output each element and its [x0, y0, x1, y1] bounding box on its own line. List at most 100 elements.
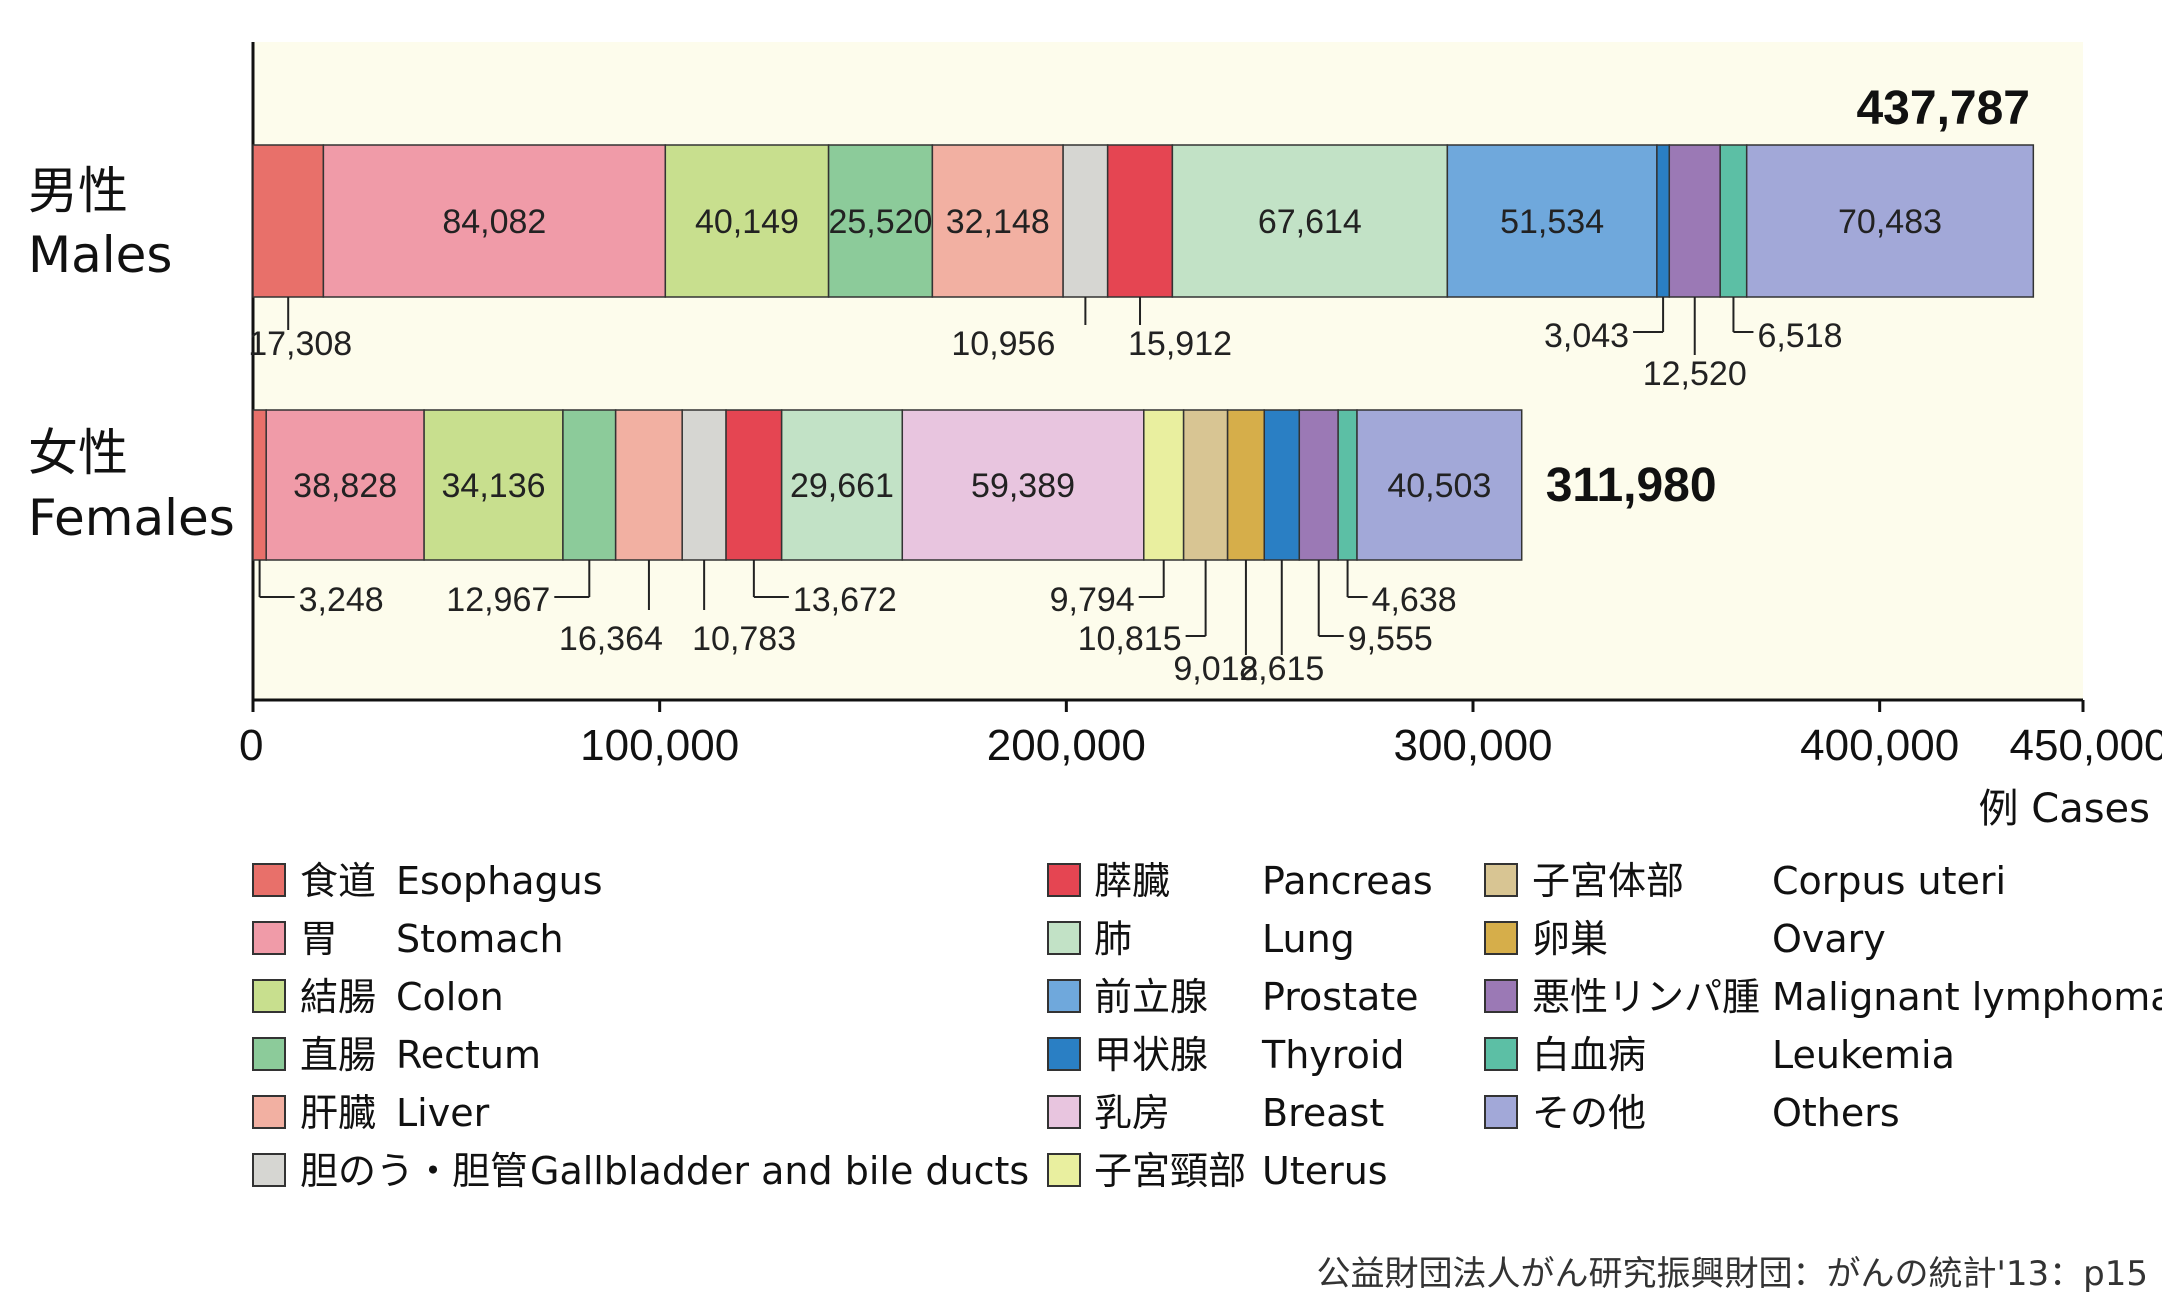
bar-segment-uterus: [1143, 409, 1185, 561]
legend-item-breast: 乳房 Breast: [1047, 1091, 1384, 1135]
bar-segment-colon: [423, 409, 564, 561]
legend-item-pancreas: 膵臓 Pancreas: [1047, 859, 1433, 903]
bar-segment-pancreas: [1106, 144, 1174, 298]
legend-swatch: [1484, 921, 1518, 955]
legend-label-en: Liver: [396, 1091, 490, 1135]
bar-segment-lung: [780, 409, 904, 561]
bar-value-label: 29,661: [790, 467, 894, 505]
bar-segment-liver: [931, 144, 1064, 298]
legend-label-ja: 結腸: [300, 975, 376, 1019]
legend-label-en: Pancreas: [1262, 859, 1433, 903]
bar-segment-liver: [614, 409, 683, 561]
bar-value-label: 51,534: [1500, 203, 1604, 241]
legend-swatch: [1484, 1095, 1518, 1129]
legend-item-ovary: 卵巣 Ovary: [1484, 917, 1886, 961]
x-tick-label: 100,000: [580, 721, 739, 770]
legend-label-ja: 直腸: [300, 1033, 376, 1077]
bar-segment-others: [1356, 409, 1523, 561]
legend-label-ja: 肺: [1094, 917, 1132, 961]
bar-segment-gallbladder: [681, 409, 727, 561]
bar-segment-thyroid: [1263, 409, 1301, 561]
legend-swatch: [252, 921, 286, 955]
x-tick-label: 300,000: [1393, 721, 1552, 770]
bar-segment-prostate: [1446, 144, 1658, 298]
legend-label-ja: その他: [1532, 1091, 1646, 1135]
bar-value-label: 70,483: [1838, 203, 1942, 241]
legend-swatch: [252, 863, 286, 897]
legend-label-ja: 悪性リンパ腫: [1532, 975, 1760, 1019]
legend-label-ja: 胆のう・胆管: [300, 1149, 528, 1193]
legend-item-rectum: 直腸 Rectum: [252, 1033, 541, 1077]
legend-label-ja: 白血病: [1532, 1033, 1646, 1077]
legend-label-en: Others: [1772, 1091, 1900, 1135]
legend-swatch: [1047, 1153, 1081, 1187]
bar-value-label: 9,555: [1348, 620, 1433, 658]
legend-label-ja: 肝臓: [300, 1091, 376, 1135]
bar-value-label: 13,672: [793, 581, 897, 619]
bar-value-label: 10,815: [1078, 620, 1182, 658]
legend-item-uterus: 子宮頸部 Uterus: [1047, 1149, 1388, 1193]
legend-swatch: [252, 1095, 286, 1129]
bar-row-males: 男性 Males 17,308 84,082 40,149 25,520 32,148 10,…: [28, 82, 2035, 393]
bar-value-label: 6,518: [1757, 317, 1842, 355]
legend-label-en: Uterus: [1262, 1149, 1388, 1193]
legend-item-stomach: 胃 Stomach: [252, 917, 564, 961]
bar-segment-gallbladder: [1062, 144, 1109, 298]
bar-value-label: 67,614: [1258, 203, 1362, 241]
bar-value-label: 3,043: [1544, 317, 1629, 355]
x-tick-label: 400,000: [1800, 721, 1959, 770]
bar-value-label: 25,520: [828, 203, 932, 241]
legend-swatch: [1047, 863, 1081, 897]
bar-value-label: 3,248: [299, 581, 384, 619]
row-total-label: 311,980: [1546, 459, 1717, 512]
legend-label-en: Leukemia: [1772, 1033, 1955, 1077]
legend-label-en: Prostate: [1262, 975, 1419, 1019]
legend-label-en: Colon: [396, 975, 504, 1019]
bar-value-label: 10,956: [951, 325, 1055, 363]
bar-segment-lymphoma: [1298, 409, 1339, 561]
legend-label-en: Thyroid: [1261, 1033, 1405, 1077]
bar-value-label: 8,615: [1239, 650, 1324, 688]
legend-swatch: [252, 1153, 286, 1187]
legend-label-en: Lung: [1262, 917, 1355, 961]
legend-label-en: Malignant lymphoma: [1772, 975, 2162, 1019]
bar-value-label: 4,638: [1372, 581, 1457, 619]
legend-label-en: Ovary: [1772, 917, 1886, 961]
bar-value-label: 9,012: [1173, 650, 1258, 688]
x-axis-unit-label: 例 Cases: [1979, 786, 2150, 832]
legend-label-ja: 乳房: [1094, 1091, 1170, 1135]
legend-swatch: [1047, 1095, 1081, 1129]
legend-swatch: [1484, 863, 1518, 897]
legend-swatch: [252, 979, 286, 1013]
bar-segment-thyroid: [1656, 144, 1671, 298]
bar-segment-lung: [1171, 144, 1449, 298]
x-tick-label: 200,000: [987, 721, 1146, 770]
bar-value-label: 34,136: [442, 467, 546, 505]
bar-value-label: 59,389: [971, 467, 1075, 505]
bar-segment-breast: [901, 409, 1145, 561]
bar-value-label: 9,794: [1050, 581, 1135, 619]
legend-item-esophagus: 食道 Esophagus: [252, 859, 603, 903]
bar-segment-ovary: [1226, 409, 1266, 561]
bar-value-label: 17,308: [248, 325, 352, 363]
bar-segment-colon: [664, 144, 830, 298]
x-tick-label: 0: [239, 721, 263, 770]
legend-item-leukemia: 白血病 Leukemia: [1484, 1033, 1955, 1077]
legend-label-ja: 甲状腺: [1094, 1033, 1208, 1077]
bar-value-label: 38,828: [293, 467, 397, 505]
bar-segment-leukemia: [1719, 144, 1748, 298]
legend-label-en: Gallbladder and bile ducts: [530, 1149, 1029, 1193]
legend-label-en: Corpus uteri: [1772, 859, 2006, 903]
bar-segment-rectum: [562, 409, 617, 561]
legend: 食道 Esophagus 胃 Stomach 結腸 Colon 直腸 Rectum 肝臓 Live…: [252, 859, 2162, 1193]
legend-swatch: [1047, 921, 1081, 955]
row-label-ja: 女性: [28, 424, 128, 482]
legend-item-others: その他 Others: [1484, 1091, 1900, 1135]
legend-label-ja: 食道: [300, 859, 376, 903]
bar-value-label: 12,520: [1643, 355, 1747, 393]
legend-item-lung: 肺 Lung: [1047, 917, 1355, 961]
bar-value-label: 10,783: [692, 620, 796, 658]
legend-item-prostate: 前立腺 Prostate: [1047, 975, 1419, 1019]
legend-label-ja: 前立腺: [1094, 975, 1208, 1019]
